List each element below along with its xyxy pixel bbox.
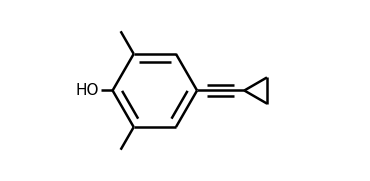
Text: HO: HO	[75, 83, 98, 98]
